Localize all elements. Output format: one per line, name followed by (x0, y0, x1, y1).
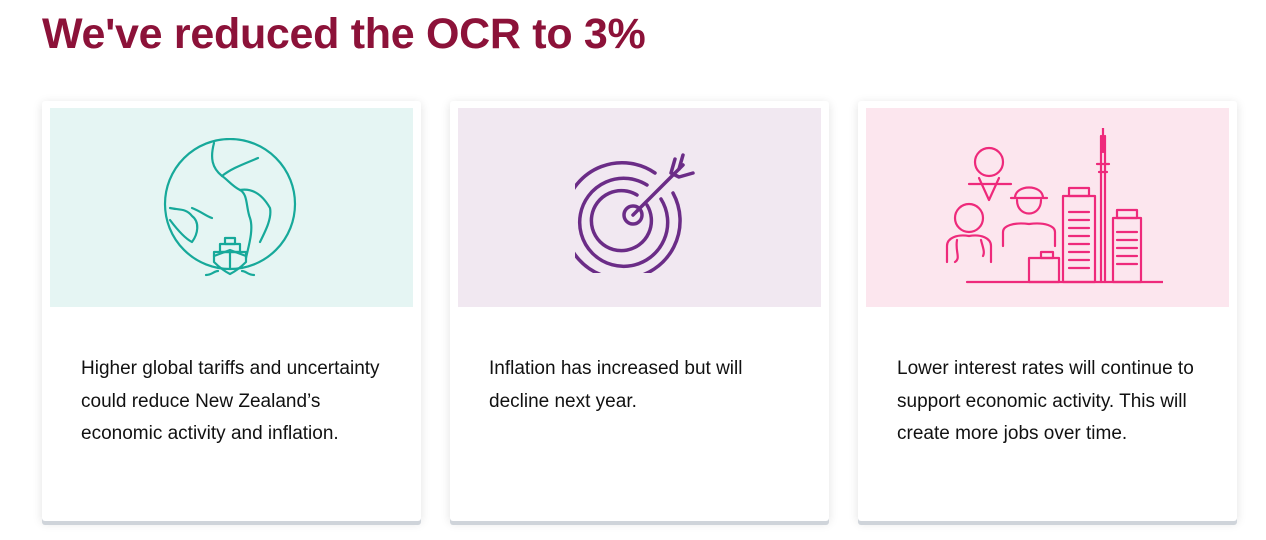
card-inflation: Inflation has increased but will decline… (450, 101, 829, 521)
card-text: Inflation has increased but will decline… (489, 358, 743, 412)
card-tariffs: Higher global tariffs and uncertainty co… (42, 101, 421, 521)
card-interest-rates: Lower interest rates will continue to su… (858, 101, 1237, 521)
card-text: Lower interest rates will continue to su… (897, 358, 1194, 444)
card-image-panel (458, 108, 821, 307)
people-city-icon (945, 127, 1163, 283)
card-text: Higher global tariffs and uncertainty co… (81, 358, 380, 444)
target-arrow-icon (574, 152, 695, 273)
globe-ship-icon (163, 137, 296, 276)
page-title: We've reduced the OCR to 3% (42, 10, 646, 58)
card-image-panel (50, 108, 413, 307)
card-image-panel (866, 108, 1229, 307)
